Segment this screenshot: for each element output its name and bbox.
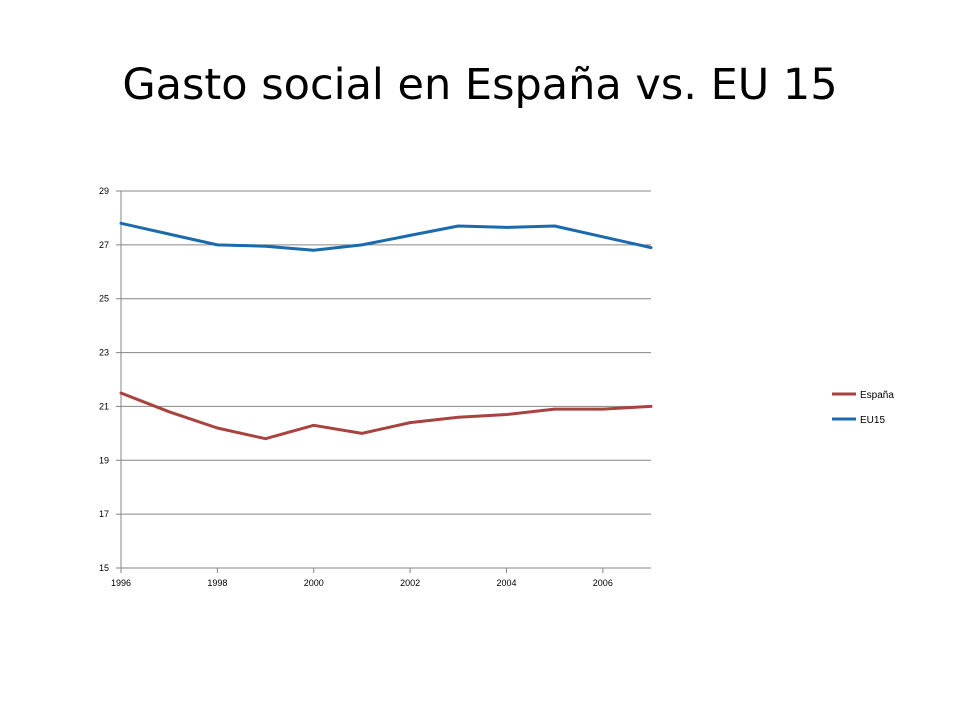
tick-labels: 15 17 19 21 23 25 27 29 1996 1998 2000 2002 2004 2006	[99, 186, 613, 588]
x-tick-label: 1998	[207, 578, 227, 588]
y-tick-label: 17	[99, 509, 109, 519]
gridlines	[121, 190, 651, 515]
x-tick-label: 2002	[400, 578, 420, 588]
y-tick-label: 29	[99, 186, 109, 196]
slide-title: Gasto social en España vs. EU 15	[122, 60, 838, 110]
legend-label: EU15	[860, 415, 885, 426]
legend-label: España	[860, 390, 894, 401]
series-line-eu15	[119, 221, 653, 252]
x-tick-label: 2006	[593, 578, 613, 588]
x-tick-label: 2000	[304, 578, 324, 588]
series-line-espana	[119, 391, 653, 441]
y-tick-label: 19	[99, 455, 109, 465]
x-tick-label: 1996	[111, 578, 131, 588]
legend: España EU15	[832, 390, 894, 426]
series-lines	[119, 221, 653, 441]
y-tick-label: 25	[99, 294, 109, 304]
axes	[116, 190, 651, 573]
y-tick-label: 27	[99, 240, 109, 250]
x-tick-label: 2004	[496, 578, 516, 588]
y-tick-label: 23	[99, 348, 109, 358]
y-tick-label: 21	[99, 401, 109, 411]
y-tick-label: 15	[99, 563, 109, 573]
